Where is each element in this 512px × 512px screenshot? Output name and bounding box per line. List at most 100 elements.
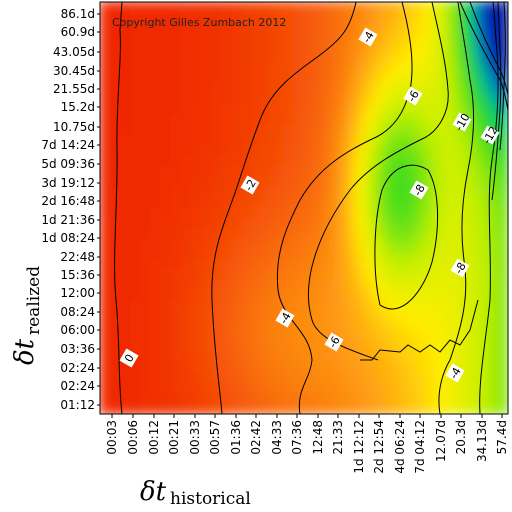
heatmap-cell [415, 62, 428, 76]
heatmap-cell [405, 361, 418, 374]
heatmap-cell [374, 124, 387, 137]
heatmap-cell [100, 320, 112, 333]
heatmap-cell [170, 237, 183, 251]
heatmap-cell [374, 217, 387, 230]
heatmap-cell [201, 382, 214, 395]
heatmap-cell [119, 237, 132, 251]
heatmap-cell [221, 289, 234, 302]
heatmap-cell [303, 402, 316, 414]
heatmap-cell [415, 104, 428, 117]
heatmap-cell [272, 31, 285, 45]
heatmap-cell [425, 52, 438, 65]
heatmap-cell [180, 124, 193, 137]
heatmap-cell [129, 320, 142, 333]
heatmap-cell [170, 217, 183, 230]
heatmap-cell [221, 382, 234, 395]
heatmap-cell [384, 217, 397, 230]
heatmap-cell [241, 320, 254, 333]
heatmap-cell [303, 361, 316, 374]
heatmap-cell [221, 310, 234, 323]
heatmap-cell [435, 289, 448, 302]
heatmap-cell [282, 165, 295, 179]
heatmap-cell [496, 186, 508, 199]
heatmap-cell [476, 114, 489, 127]
heatmap-cell [456, 31, 469, 45]
heatmap-cell [252, 330, 265, 343]
x-tick-label: 07:36 [290, 420, 304, 455]
heatmap-cell [160, 330, 173, 343]
heatmap-cell [109, 52, 122, 65]
heatmap-cell [496, 258, 508, 271]
heatmap-cell [323, 21, 336, 34]
heatmap-cell [139, 299, 152, 312]
heatmap-cell [466, 361, 479, 374]
heatmap-cell [119, 2, 132, 14]
heatmap-cell [394, 258, 407, 271]
heatmap-cell [119, 104, 132, 117]
heatmap-cell [211, 310, 224, 323]
heatmap-cell [180, 83, 193, 96]
heatmap-cell [435, 330, 448, 343]
heatmap-cell [364, 392, 377, 405]
heatmap-cell [333, 83, 346, 96]
heatmap-cell [262, 62, 275, 76]
heatmap-cell [190, 145, 203, 158]
heatmap-cell [139, 361, 152, 374]
heatmap-cell [405, 114, 418, 127]
heatmap-cell [364, 145, 377, 158]
heatmap-cell [241, 11, 254, 24]
heatmap-cell [313, 83, 326, 96]
x-tick-label: 34.13d [475, 420, 489, 462]
heatmap-cell [405, 330, 418, 343]
heatmap-cell [160, 52, 173, 65]
y-tick-label: 60.9d [61, 25, 95, 39]
heatmap-cell [476, 155, 489, 168]
heatmap-cell [384, 248, 397, 261]
heatmap-cell [231, 2, 244, 14]
x-tick-label: 04:33 [270, 420, 284, 455]
heatmap-cell [160, 31, 173, 45]
heatmap-cell [150, 268, 163, 282]
heatmap-cell [211, 371, 224, 385]
heatmap-cell [313, 279, 326, 292]
heatmap-cell [435, 279, 448, 292]
heatmap-cell [292, 21, 305, 34]
heatmap-cell [170, 83, 183, 96]
heatmap-cell [354, 217, 367, 230]
heatmap-cell [435, 207, 448, 220]
heatmap-cell [252, 268, 265, 282]
x-tick-label: 7d 04:12 [413, 420, 427, 474]
heatmap-cell [190, 134, 203, 148]
heatmap-cell [150, 186, 163, 199]
heatmap-cell [384, 52, 397, 65]
heatmap-cell [394, 186, 407, 199]
contour-line [479, 2, 499, 414]
heatmap-cell [384, 21, 397, 34]
heatmap-cell [170, 165, 183, 179]
heatmap-cell [129, 196, 142, 209]
heatmap-cell [466, 186, 479, 199]
heatmap-cell [272, 145, 285, 158]
heatmap-cell [241, 114, 254, 127]
heatmap-cell [292, 52, 305, 65]
heatmap-cell [313, 73, 326, 86]
heatmap-cell [241, 299, 254, 312]
heatmap-cell [201, 114, 214, 127]
heatmap-cell [170, 186, 183, 199]
heatmap-cell [394, 62, 407, 76]
heatmap-cell [160, 279, 173, 292]
heatmap-cell [109, 11, 122, 24]
heatmap-cell [343, 330, 356, 343]
heatmap-cell [231, 330, 244, 343]
heatmap-cell [343, 114, 356, 127]
heatmap-cell [456, 330, 469, 343]
heatmap-cell [456, 279, 469, 292]
heatmap-cell [486, 268, 499, 282]
heatmap-cell [303, 227, 316, 240]
heatmap-cell [333, 351, 346, 364]
heatmap-cell [292, 114, 305, 127]
heatmap-cell [262, 165, 275, 179]
heatmap-cell [476, 237, 489, 251]
contour-label: -4 [358, 27, 378, 47]
heatmap-cell [221, 93, 234, 106]
